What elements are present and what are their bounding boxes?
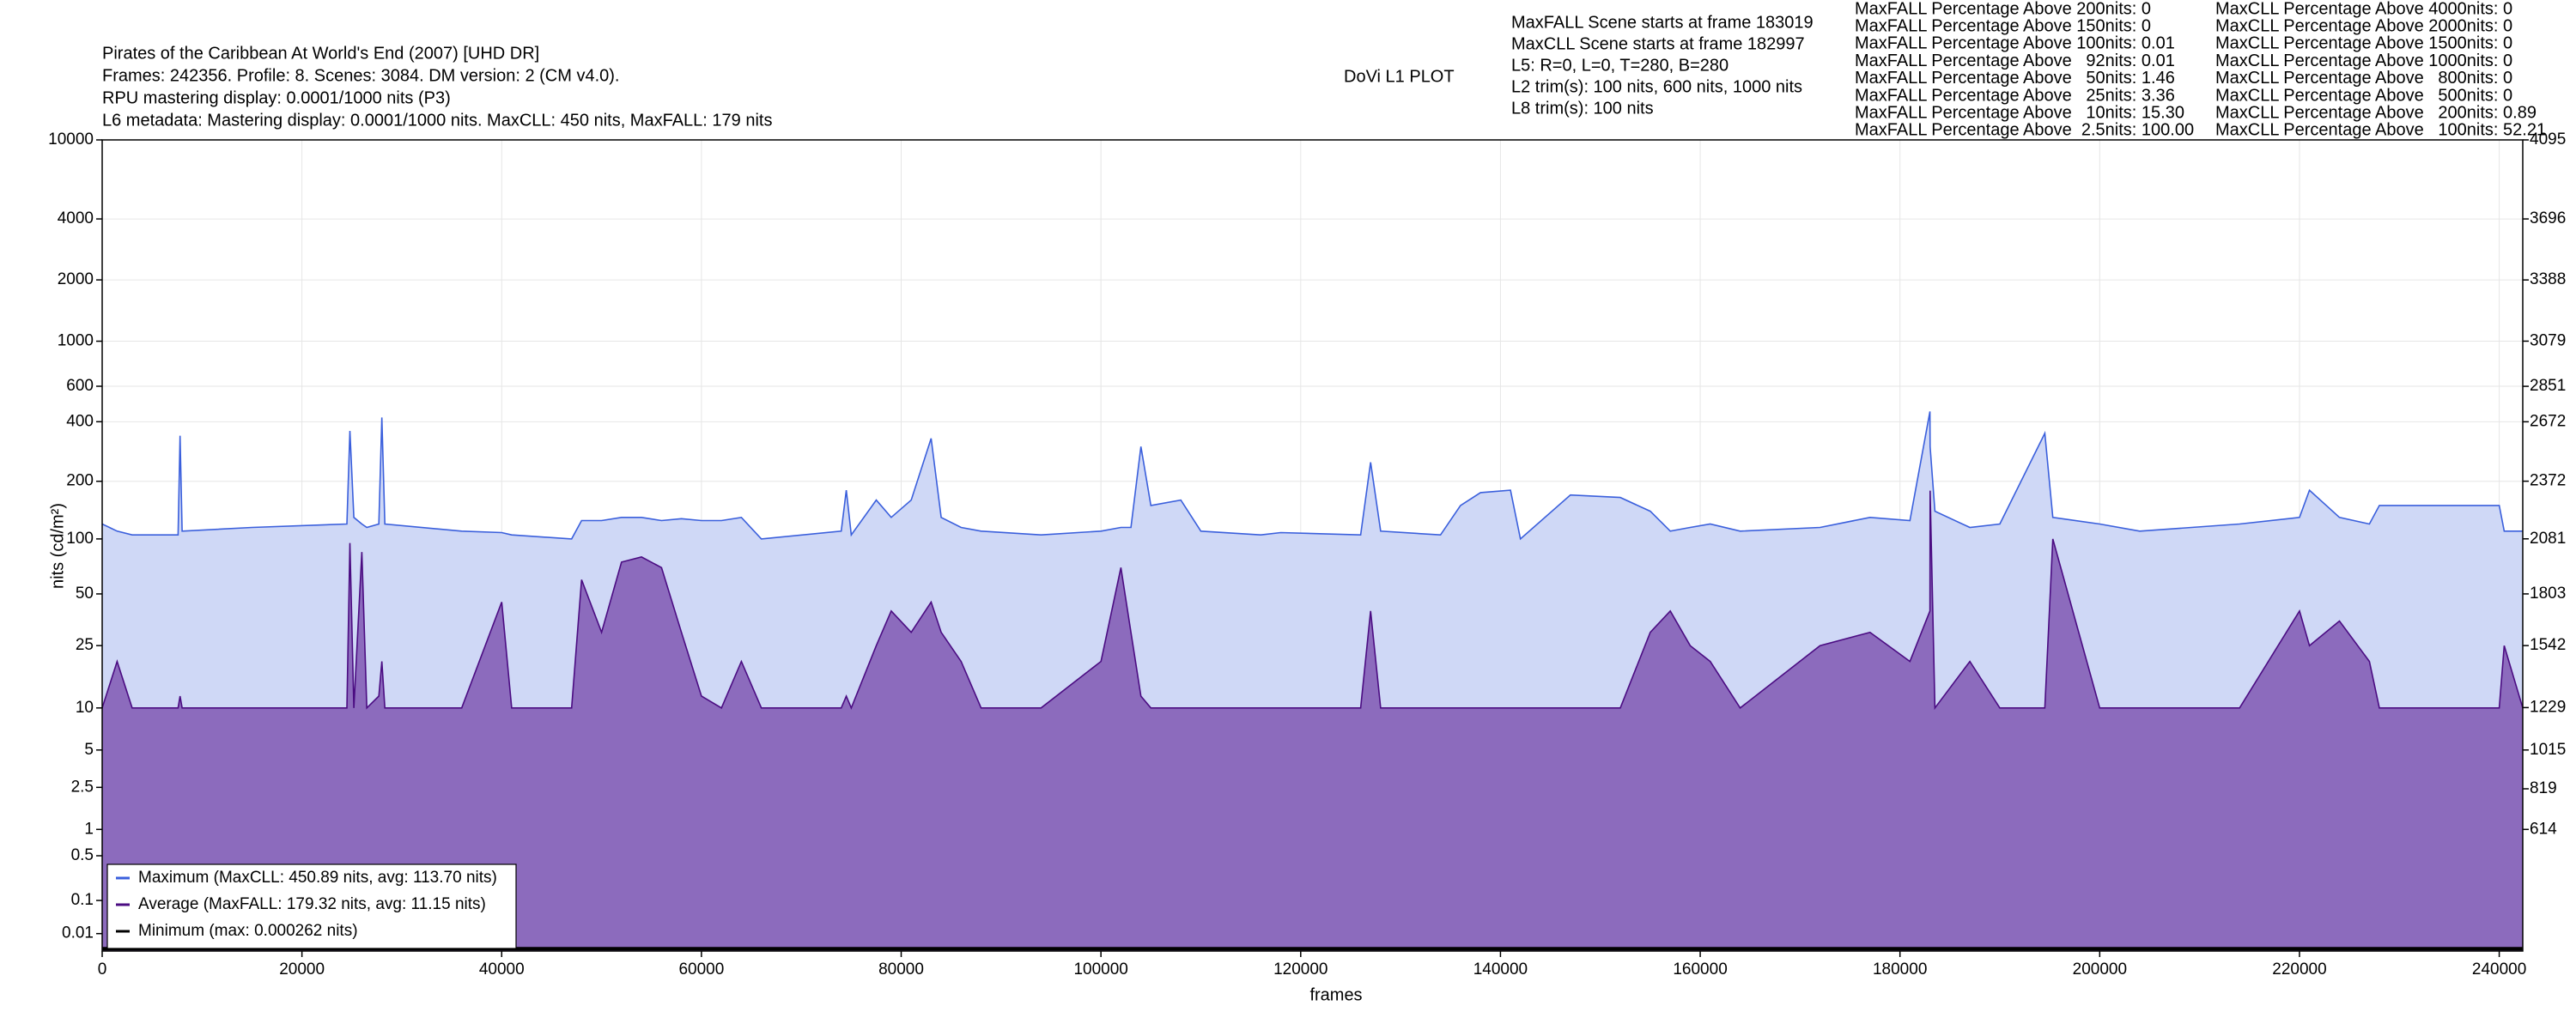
series-line <box>101 490 2524 711</box>
y2-tick-label: 1803 <box>2530 585 2566 603</box>
y2-tick-label: 2372 <box>2530 472 2566 490</box>
info-line: Pirates of the Caribbean At World's End … <box>102 44 539 63</box>
maxfall-percentage: MaxFALL Percentage Above 100nits: 0.01 <box>1855 34 2175 53</box>
y-tick-label: 10 <box>76 699 94 717</box>
y-tick-label: 1000 <box>58 332 94 350</box>
plot-frame <box>101 139 2524 952</box>
maxfall-percentage: MaxFALL Percentage Above 200nits: 0 <box>1855 0 2151 18</box>
y-tick-label: 2.5 <box>71 778 94 796</box>
y-tick-label: 400 <box>66 412 94 430</box>
maxfall-percentage: MaxFALL Percentage Above 50nits: 1.46 <box>1855 69 2175 88</box>
stats-line: MaxFALL Scene starts at frame 183019 <box>1511 13 1814 32</box>
maxcll-percentage: MaxCLL Percentage Above 500nits: 0 <box>2215 86 2512 105</box>
x-tick-label: 180000 <box>1873 960 1927 978</box>
stats-line: L2 trim(s): 100 nits, 600 nits, 1000 nit… <box>1511 77 1802 96</box>
series-line <box>101 411 2523 541</box>
y2-tick-label: 1229 <box>2530 698 2566 716</box>
legend-label: Average (MaxFALL: 179.32 nits, avg: 11.1… <box>138 895 486 913</box>
y2-tick-label: 2851 <box>2530 377 2566 395</box>
y2-tick-label: 614 <box>2530 820 2557 838</box>
x-tick-label: 80000 <box>878 960 924 978</box>
y-tick-label: 0.5 <box>71 846 94 864</box>
x-tick-label: 60000 <box>678 960 724 978</box>
x-tick-label: 0 <box>98 960 107 978</box>
y-tick-label: 0.01 <box>62 924 94 942</box>
maxfall-percentage: MaxFALL Percentage Above 25nits: 3.36 <box>1855 86 2175 105</box>
y2-tick-label: 4095 <box>2530 130 2566 148</box>
y-tick-label: 100 <box>66 530 94 548</box>
maxfall-percentage: MaxFALL Percentage Above 2.5nits: 100.00 <box>1855 121 2194 140</box>
y-tick-label: 5 <box>84 741 94 759</box>
x-tick-label: 240000 <box>2472 960 2526 978</box>
maxfall-percentage: MaxFALL Percentage Above 10nits: 15.30 <box>1855 103 2184 122</box>
y-tick-label: 4000 <box>58 209 94 227</box>
chart-title: DoVi L1 PLOT <box>1344 67 1455 86</box>
info-line: RPU mastering display: 0.0001/1000 nits … <box>102 88 451 107</box>
legend-label: Maximum (MaxCLL: 450.89 nits, avg: 113.7… <box>138 869 497 887</box>
stats-line: L5: R=0, L=0, T=280, B=280 <box>1511 56 1728 75</box>
y-tick-label: 1 <box>84 820 94 838</box>
y2-tick-label: 3696 <box>2530 209 2566 227</box>
series-area <box>102 490 2523 951</box>
y-tick-label: 600 <box>66 377 94 395</box>
y2-tick-label: 819 <box>2530 779 2557 797</box>
stats-line: MaxCLL Scene starts at frame 182997 <box>1511 34 1805 53</box>
x-tick-label: 220000 <box>2272 960 2326 978</box>
x-tick-label: 40000 <box>479 960 525 978</box>
info-line: L6 metadata: Mastering display: 0.0001/1… <box>102 111 772 130</box>
y2-tick-label: 2672 <box>2530 412 2566 430</box>
maxcll-percentage: MaxCLL Percentage Above 1500nits: 0 <box>2215 34 2512 53</box>
stats-line: L8 trim(s): 100 nits <box>1511 99 1654 118</box>
y2-tick-label: 3388 <box>2530 270 2566 288</box>
x-tick-label: 120000 <box>1273 960 1327 978</box>
y-tick-label: 0.1 <box>71 891 94 909</box>
y2-tick-label: 1542 <box>2530 636 2566 654</box>
y-tick-label: 200 <box>66 472 94 490</box>
x-tick-label: 160000 <box>1673 960 1727 978</box>
info-line: Frames: 242356. Profile: 8. Scenes: 3084… <box>102 66 619 85</box>
y-tick-label: 10000 <box>48 130 94 148</box>
x-tick-label: 100000 <box>1073 960 1127 978</box>
maxfall-percentage: MaxFALL Percentage Above 92nits: 0.01 <box>1855 52 2175 70</box>
x-tick-label: 140000 <box>1473 960 1528 978</box>
y-tick-label: 25 <box>76 636 94 654</box>
x-tick-label: 200000 <box>2073 960 2127 978</box>
x-axis-label: frames <box>1309 985 1362 1004</box>
x-tick-label: 20000 <box>279 960 325 978</box>
y-tick-label: 2000 <box>58 270 94 288</box>
maxfall-percentage: MaxFALL Percentage Above 150nits: 0 <box>1855 16 2151 35</box>
y2-tick-label: 1015 <box>2530 741 2566 759</box>
legend: Maximum (MaxCLL: 450.89 nits, avg: 113.7… <box>106 863 517 949</box>
y-axis-label: nits (cd/m²) <box>48 503 67 589</box>
legend-box <box>106 863 517 949</box>
y2-tick-label: 2081 <box>2530 530 2566 548</box>
maxcll-percentage: MaxCLL Percentage Above 1000nits: 0 <box>2215 52 2512 70</box>
maxcll-percentage: MaxCLL Percentage Above 4000nits: 0 <box>2215 0 2512 18</box>
maxcll-percentage: MaxCLL Percentage Above 2000nits: 0 <box>2215 16 2512 35</box>
maxcll-percentage: MaxCLL Percentage Above 800nits: 0 <box>2215 69 2512 88</box>
maxcll-percentage: MaxCLL Percentage Above 200nits: 0.89 <box>2215 103 2537 122</box>
y2-tick-label: 3079 <box>2530 331 2566 349</box>
maxcll-percentage: MaxCLL Percentage Above 100nits: 52.21 <box>2215 121 2546 140</box>
y-tick-label: 50 <box>76 585 94 603</box>
legend-label: Minimum (max: 0.000262 nits) <box>138 922 358 940</box>
